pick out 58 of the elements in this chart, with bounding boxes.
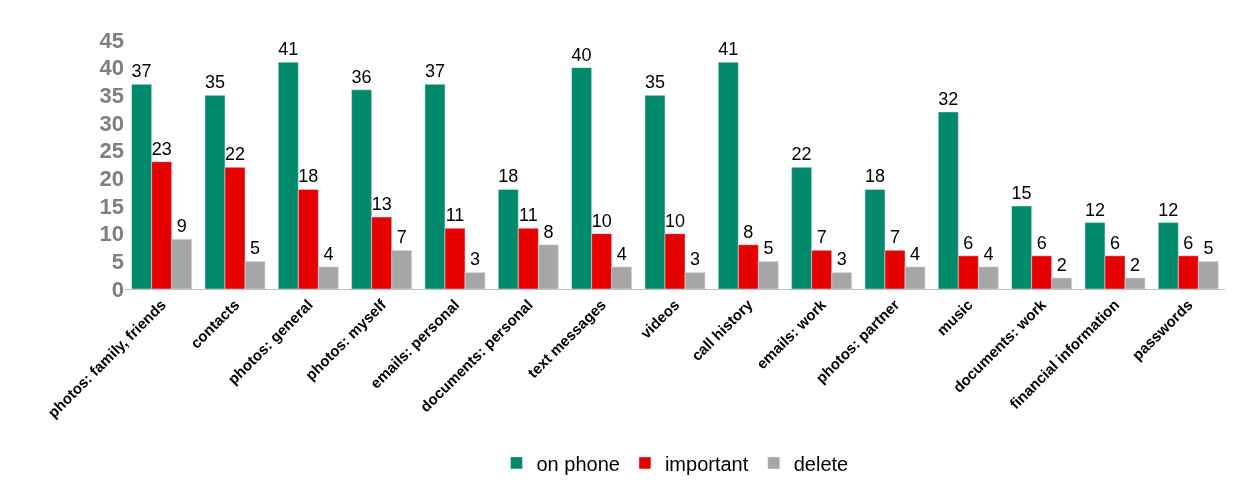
- data-label: 5: [1203, 238, 1214, 259]
- y-tick-label: 35: [99, 83, 124, 109]
- data-label: 4: [616, 243, 627, 264]
- data-label: 37: [424, 61, 445, 82]
- data-label: 22: [791, 144, 812, 165]
- data-label: 36: [351, 66, 372, 87]
- data-label: 12: [1084, 199, 1105, 220]
- data-label: 6: [1036, 232, 1047, 253]
- data-label: 4: [323, 243, 334, 264]
- y-tick-label: 45: [99, 27, 124, 53]
- data-label: 41: [278, 39, 299, 60]
- legend-label: on phone: [536, 452, 620, 475]
- data-label: 11: [518, 205, 538, 226]
- data-label: 4: [983, 243, 994, 264]
- data-label: 10: [664, 210, 686, 231]
- data-label: 13: [371, 194, 392, 215]
- data-label: 23: [151, 138, 172, 159]
- y-tick-label: 20: [99, 166, 124, 192]
- data-label: 15: [1011, 183, 1032, 203]
- data-label: 18: [864, 166, 885, 187]
- legend-label: delete: [793, 452, 849, 475]
- data-label: 37: [131, 61, 152, 82]
- data-label: 40: [571, 44, 592, 65]
- y-tick-label: 40: [99, 55, 124, 81]
- data-label: 41: [718, 39, 739, 60]
- y-tick-label: 15: [99, 193, 124, 219]
- data-label: 3: [690, 249, 701, 270]
- data-label: 22: [224, 144, 246, 165]
- data-label: 8: [543, 221, 554, 242]
- data-label: 4: [910, 243, 921, 264]
- data-label: 6: [1109, 232, 1121, 253]
- data-label: 7: [396, 227, 407, 248]
- data-label: 7: [889, 227, 901, 248]
- data-label: 6: [1183, 232, 1194, 253]
- y-tick-label: 5: [111, 249, 124, 275]
- data-label: 18: [298, 166, 319, 187]
- data-label: 12: [1158, 199, 1179, 220]
- y-tick-label: 0: [111, 276, 124, 302]
- y-tick-label: 30: [99, 110, 124, 136]
- data-label: 3: [836, 249, 847, 270]
- data-label: 7: [816, 227, 827, 248]
- data-label: 5: [250, 238, 261, 259]
- legend-label: important: [664, 452, 749, 475]
- data-label: 2: [1056, 254, 1067, 275]
- data-label: 8: [743, 221, 754, 242]
- data-label: 9: [176, 216, 187, 237]
- y-tick-label: 25: [99, 138, 124, 164]
- data-label: 11: [445, 205, 465, 226]
- y-tick-label: 10: [99, 221, 124, 247]
- data-label: 35: [204, 72, 225, 93]
- data-label: 35: [644, 72, 665, 93]
- data-label: 2: [1130, 254, 1141, 275]
- data-label: 10: [591, 210, 612, 231]
- data-label: 3: [470, 249, 481, 270]
- data-label: 32: [938, 88, 959, 109]
- data-label: 18: [498, 166, 519, 187]
- data-label: 5: [763, 238, 774, 259]
- data-label: 6: [963, 232, 974, 253]
